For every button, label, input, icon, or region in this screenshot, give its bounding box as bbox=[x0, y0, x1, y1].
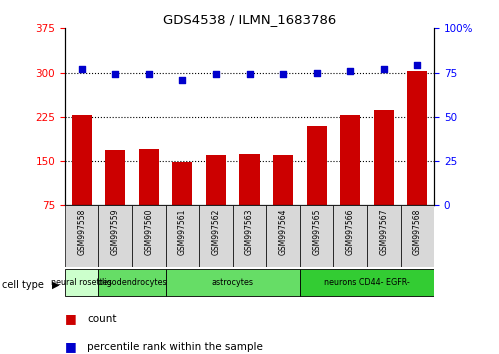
Text: GSM997558: GSM997558 bbox=[77, 209, 86, 255]
FancyBboxPatch shape bbox=[65, 205, 98, 267]
FancyBboxPatch shape bbox=[199, 205, 233, 267]
Text: GSM997568: GSM997568 bbox=[413, 209, 422, 255]
Text: GSM997562: GSM997562 bbox=[212, 209, 221, 255]
Bar bbox=[71, 115, 92, 250]
Point bbox=[313, 70, 321, 75]
FancyBboxPatch shape bbox=[401, 205, 434, 267]
FancyBboxPatch shape bbox=[367, 205, 401, 267]
Text: oligodendrocytes: oligodendrocytes bbox=[97, 278, 167, 287]
Bar bbox=[306, 126, 327, 250]
Text: neurons CD44- EGFR-: neurons CD44- EGFR- bbox=[324, 278, 410, 287]
Text: GSM997565: GSM997565 bbox=[312, 209, 321, 255]
Text: cell type: cell type bbox=[2, 280, 44, 290]
FancyBboxPatch shape bbox=[166, 205, 199, 267]
Point bbox=[346, 68, 354, 74]
FancyBboxPatch shape bbox=[333, 205, 367, 267]
Text: count: count bbox=[87, 314, 117, 324]
Point bbox=[380, 66, 388, 72]
Text: GSM997564: GSM997564 bbox=[278, 209, 287, 255]
Text: astrocytes: astrocytes bbox=[212, 278, 253, 287]
Point bbox=[279, 72, 287, 77]
Bar bbox=[139, 149, 159, 250]
Text: GSM997561: GSM997561 bbox=[178, 209, 187, 255]
Bar bbox=[374, 110, 394, 250]
FancyBboxPatch shape bbox=[233, 205, 266, 267]
Text: GSM997559: GSM997559 bbox=[111, 209, 120, 255]
Bar bbox=[172, 162, 193, 250]
Text: percentile rank within the sample: percentile rank within the sample bbox=[87, 342, 263, 352]
FancyBboxPatch shape bbox=[300, 269, 434, 296]
Point bbox=[413, 63, 421, 68]
Text: GSM997563: GSM997563 bbox=[245, 209, 254, 255]
Bar bbox=[206, 155, 226, 250]
FancyBboxPatch shape bbox=[266, 205, 300, 267]
Text: neural rosettes: neural rosettes bbox=[51, 278, 112, 287]
Point bbox=[78, 66, 86, 72]
Text: ■: ■ bbox=[65, 341, 77, 353]
Text: ▶: ▶ bbox=[52, 280, 60, 290]
Title: GDS4538 / ILMN_1683786: GDS4538 / ILMN_1683786 bbox=[163, 13, 336, 26]
Bar bbox=[240, 154, 259, 250]
Point bbox=[212, 72, 220, 77]
Text: ■: ■ bbox=[65, 312, 77, 325]
FancyBboxPatch shape bbox=[300, 205, 333, 267]
FancyBboxPatch shape bbox=[98, 205, 132, 267]
FancyBboxPatch shape bbox=[98, 269, 166, 296]
Bar bbox=[273, 155, 293, 250]
Text: GSM997566: GSM997566 bbox=[346, 209, 355, 255]
FancyBboxPatch shape bbox=[65, 269, 98, 296]
FancyBboxPatch shape bbox=[166, 269, 300, 296]
Bar bbox=[407, 71, 428, 250]
Bar bbox=[105, 150, 125, 250]
Point bbox=[145, 72, 153, 77]
Point bbox=[246, 72, 253, 77]
FancyBboxPatch shape bbox=[132, 205, 166, 267]
Text: GSM997560: GSM997560 bbox=[144, 209, 153, 255]
Text: GSM997567: GSM997567 bbox=[379, 209, 388, 255]
Bar bbox=[340, 115, 360, 250]
Point bbox=[111, 72, 119, 77]
Point bbox=[178, 77, 186, 82]
